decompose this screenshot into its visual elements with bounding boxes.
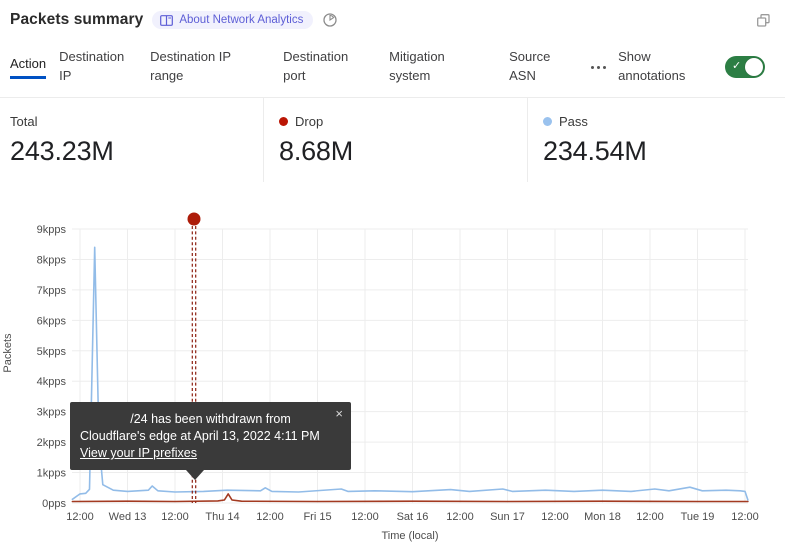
svg-text:Sun 17: Sun 17 — [490, 511, 525, 523]
svg-text:6kpps: 6kpps — [37, 315, 67, 327]
tab-destination-port[interactable]: Destination port — [283, 49, 349, 83]
svg-text:5kpps: 5kpps — [37, 346, 67, 358]
close-icon[interactable]: × — [335, 406, 343, 421]
svg-text:1kpps: 1kpps — [37, 468, 67, 480]
svg-text:Mon 18: Mon 18 — [584, 511, 621, 523]
x-axis-title: Time (local) — [381, 530, 439, 542]
stat-pass-value: 234.54M — [543, 136, 647, 166]
svg-text:12:00: 12:00 — [161, 511, 189, 523]
svg-text:12:00: 12:00 — [446, 511, 474, 523]
tab-source-asn[interactable]: Source ASN — [509, 49, 551, 83]
tab-mitigation-system[interactable]: Mitigation system — [389, 49, 445, 83]
stat-total: Total 243.23M — [0, 98, 263, 182]
y-axis-title: Packets — [2, 333, 14, 373]
svg-text:12:00: 12:00 — [66, 511, 94, 523]
dimension-tabs: Action Destination IP Destination IP ran… — [10, 44, 765, 90]
tabs-divider — [0, 97, 785, 98]
svg-text:12:00: 12:00 — [541, 511, 569, 523]
svg-text:4kpps: 4kpps — [37, 376, 67, 388]
annotation-marker-dot[interactable] — [187, 212, 201, 226]
svg-text:Thu 14: Thu 14 — [205, 511, 239, 523]
stat-drop: Drop 8.68M — [263, 98, 527, 182]
svg-text:12:00: 12:00 — [256, 511, 284, 523]
svg-text:Tue 19: Tue 19 — [681, 511, 715, 523]
pop-out-icon[interactable] — [756, 13, 771, 28]
chart-canvas: 9kpps 8kpps 7kpps 6kpps 5kpps 4kpps 3kpps 2kpps… — [37, 212, 759, 523]
pass-legend-dot — [543, 117, 552, 126]
svg-text:0pps: 0pps — [42, 498, 66, 510]
stat-total-label: Total — [10, 114, 38, 129]
svg-text:Wed 13: Wed 13 — [109, 511, 147, 523]
annotation-text-line1: /24 has been withdrawn from — [130, 412, 291, 426]
book-icon — [160, 14, 174, 26]
svg-text:3kpps: 3kpps — [37, 407, 67, 419]
annotation-text-line2: Cloudflare's edge at April 13, 2022 4:11… — [80, 429, 320, 443]
svg-text:2kpps: 2kpps — [37, 437, 67, 449]
ellipsis-icon[interactable] — [589, 60, 608, 75]
badge-label: About Network Analytics — [179, 14, 304, 26]
time-range-icon[interactable] — [322, 12, 338, 28]
show-annotations-label: Show annotations — [618, 49, 686, 83]
svg-text:7kpps: 7kpps — [37, 285, 67, 297]
svg-text:Fri 15: Fri 15 — [303, 511, 331, 523]
tab-destination-ip-range[interactable]: Destination IP range — [150, 49, 231, 83]
checkmark-icon: ✓ — [732, 60, 742, 72]
tab-destination-ip[interactable]: Destination IP — [59, 49, 125, 83]
toggle-knob — [745, 58, 763, 76]
stat-drop-label: Drop — [295, 114, 324, 129]
page-title: Packets summary — [10, 11, 144, 28]
show-annotations-toggle[interactable]: ✓ — [725, 56, 765, 78]
stat-drop-value: 8.68M — [279, 136, 354, 166]
packets-time-series-chart: 9kpps 8kpps 7kpps 6kpps 5kpps 4kpps 3kpps 2kpps… — [0, 210, 785, 555]
about-network-analytics-badge[interactable]: About Network Analytics — [152, 11, 314, 29]
stat-pass-label: Pass — [559, 114, 588, 129]
stat-pass: Pass 234.54M — [527, 98, 785, 182]
annotation-tooltip: × /24 has been withdrawn from Cloudflare… — [70, 402, 351, 480]
svg-text:8kpps: 8kpps — [37, 254, 67, 266]
svg-text:9kpps: 9kpps — [37, 224, 67, 236]
tab-action[interactable]: Action — [10, 55, 47, 79]
svg-text:12:00: 12:00 — [731, 511, 759, 523]
stat-total-value: 243.23M — [10, 136, 114, 166]
svg-text:Sat 16: Sat 16 — [397, 511, 429, 523]
tooltip-arrow — [186, 470, 204, 480]
svg-text:12:00: 12:00 — [636, 511, 664, 523]
svg-text:12:00: 12:00 — [351, 511, 379, 523]
card-header: Packets summary About Network Analytics — [10, 6, 771, 34]
summary-stats: Total 243.23M Drop 8.68M Pass 234.54M — [0, 98, 785, 182]
drop-legend-dot — [279, 117, 288, 126]
view-ip-prefixes-link[interactable]: View your IP prefixes — [80, 446, 197, 460]
